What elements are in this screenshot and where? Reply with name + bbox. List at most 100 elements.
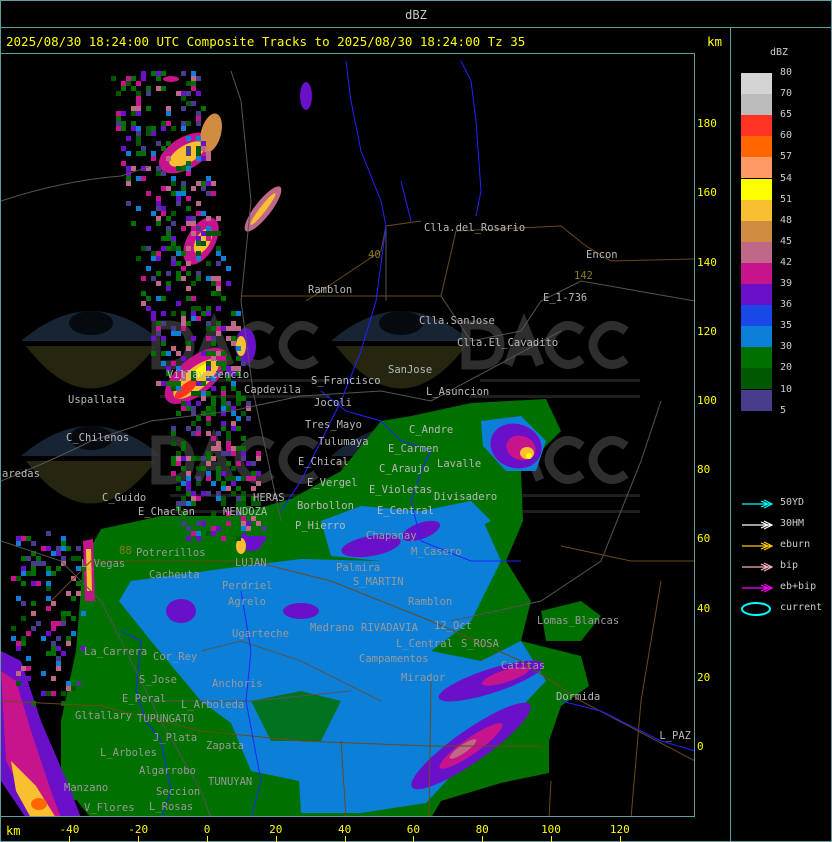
echo-pixel — [216, 496, 221, 501]
echo-pixel — [26, 656, 31, 661]
echo-pixel — [206, 156, 211, 161]
echo-cell — [300, 82, 312, 110]
echo-pixel — [201, 466, 206, 471]
echo-pixel — [241, 526, 246, 531]
echo-pixel — [251, 496, 256, 501]
echo-pixel — [31, 561, 36, 566]
echo-pixel — [176, 196, 181, 201]
echo-pixel — [211, 481, 216, 486]
place-labels: Clla.del_Rosario Encon E_1-736 142 40 Ramblon… — [2, 222, 691, 814]
echo-pixel — [36, 621, 41, 626]
echo-pixel — [221, 516, 226, 521]
boundary-line — [1, 700, 541, 747]
echo-pixel — [156, 71, 161, 76]
echo-pixel — [146, 91, 151, 96]
echo-pixel — [156, 381, 161, 386]
echo-pixel — [51, 571, 56, 576]
echo-pixel — [206, 376, 211, 381]
echo-pixel — [156, 256, 161, 261]
scale-label: 70 — [780, 88, 793, 100]
track-label: eb+bip — [780, 581, 817, 592]
scale-label: 65 — [780, 109, 793, 121]
place-label: Clla.del_Rosario — [424, 222, 525, 234]
echo-pixel — [171, 241, 176, 246]
echo-pixel — [196, 476, 201, 481]
echo-pixel — [206, 516, 211, 521]
track-label: eburn — [780, 539, 811, 550]
echo-pixel — [71, 631, 76, 636]
echo-pixel — [216, 261, 221, 266]
echo-pixel — [161, 296, 166, 301]
echo-pixel — [211, 326, 216, 331]
echo-pixel — [41, 636, 46, 641]
echo-pixel — [141, 176, 146, 181]
echo-pixel — [261, 516, 266, 521]
echo-pixel — [216, 276, 221, 281]
echo-pixel — [216, 286, 221, 291]
echo-pixel — [241, 516, 246, 521]
place-label: Zapata — [206, 740, 244, 752]
echo-pixel — [146, 191, 151, 196]
echo-pixel — [146, 246, 151, 251]
echo-pixel — [161, 86, 166, 91]
echo-pixel — [196, 431, 201, 436]
echo-pixel — [216, 351, 221, 356]
echo-pixel — [186, 81, 191, 86]
place-label: C_Guido — [102, 492, 146, 504]
x-tick-label: -40 — [59, 823, 80, 836]
echo-pixel — [161, 311, 166, 316]
radar-map-canvas[interactable]: Clla.del_Rosario Encon E_1-736 142 40 Ramblon… — [1, 54, 695, 817]
echo-pixel — [31, 571, 36, 576]
x-tick-mark — [275, 836, 277, 842]
echo-pixel — [176, 301, 181, 306]
echo-pixel — [71, 556, 76, 561]
echo-pixel — [261, 526, 266, 531]
place-label: S_MARTIN — [353, 576, 404, 588]
echo-pixel — [26, 631, 31, 636]
y-tick-label: 80 — [697, 463, 711, 477]
echo-pixel — [76, 556, 81, 561]
echo-pixel — [46, 606, 51, 611]
radar-map[interactable]: Clla.del_Rosario Encon E_1-736 142 40 Ramblon… — [0, 53, 695, 817]
x-tick-label: 60 — [406, 823, 421, 836]
echo-pixel — [221, 386, 226, 391]
echo-pixel — [226, 266, 231, 271]
echo-pixel — [191, 86, 196, 91]
echo-pixel — [191, 221, 196, 226]
echo-pixel — [221, 411, 226, 416]
echo-pixel — [131, 166, 136, 171]
echo-pixel — [191, 226, 196, 231]
echo-pixel — [236, 416, 241, 421]
track-label: bip — [780, 560, 799, 571]
echo-pixel — [171, 331, 176, 336]
echo-cell — [192, 363, 210, 379]
x-tick-mark — [482, 836, 484, 842]
echo-pixel — [31, 566, 36, 571]
echo-pixel — [206, 456, 211, 461]
echo-pixel — [26, 536, 31, 541]
place-label: Seccion — [156, 786, 200, 798]
echo-pixel — [126, 201, 131, 206]
echo-pixel — [196, 381, 201, 386]
echo-pixel — [156, 296, 161, 301]
place-label: C_Andre — [409, 424, 453, 436]
echo-cell — [250, 193, 276, 225]
echo-pixel — [151, 276, 156, 281]
echo-pixel — [186, 321, 191, 326]
echo-pixel — [56, 656, 61, 661]
echo-pixel — [251, 516, 256, 521]
echo-pixel — [61, 556, 66, 561]
echo-pixel — [126, 181, 131, 186]
echo-pixel — [171, 211, 176, 216]
echo-pixel — [231, 366, 236, 371]
ellipse-icon — [741, 602, 771, 616]
place-label: Tres_Mayo — [305, 419, 362, 431]
echo-pixel — [56, 621, 61, 626]
y-tick-label: 180 — [697, 117, 717, 131]
echo-pixel — [126, 151, 131, 156]
echo-pixel — [151, 336, 156, 341]
echo-pixel — [251, 476, 256, 481]
echo-pixel — [226, 376, 231, 381]
echo-pixel — [216, 246, 221, 251]
echo-pixel — [196, 121, 201, 126]
